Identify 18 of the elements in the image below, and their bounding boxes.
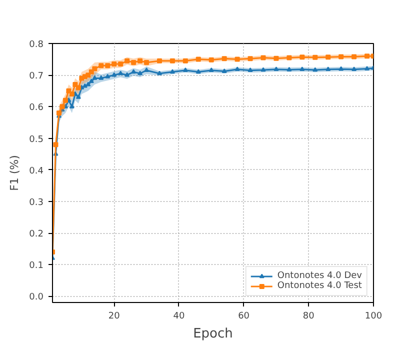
x-tick-label: 40 [173, 312, 185, 322]
y-tick-label: 0.1 [29, 261, 44, 272]
x-tick-label: 20 [108, 312, 120, 322]
x-tick-label: 60 [238, 312, 250, 322]
y-tick-label: 0.4 [29, 166, 44, 176]
y-tick-label: 0.8 [29, 40, 44, 50]
y-tick-label: 0.5 [29, 134, 44, 145]
legend-label: Ontonotes 4.0 Test [277, 281, 362, 291]
legend-label: Ontonotes 4.0 Dev [277, 271, 362, 281]
y-tick-label: 0.2 [29, 230, 44, 240]
y-tick-label: 0.6 [29, 103, 44, 114]
x-tick-label: 100 [364, 312, 382, 322]
y-tick-label: 0.7 [29, 72, 44, 82]
y-tick-label: 0.0 [29, 292, 44, 303]
y-tick-label: 0.3 [29, 198, 44, 208]
x-axis-title: Epoch [193, 326, 233, 342]
x-tick-label: 80 [302, 312, 315, 322]
y-axis-title: F1 (%) [8, 155, 22, 191]
